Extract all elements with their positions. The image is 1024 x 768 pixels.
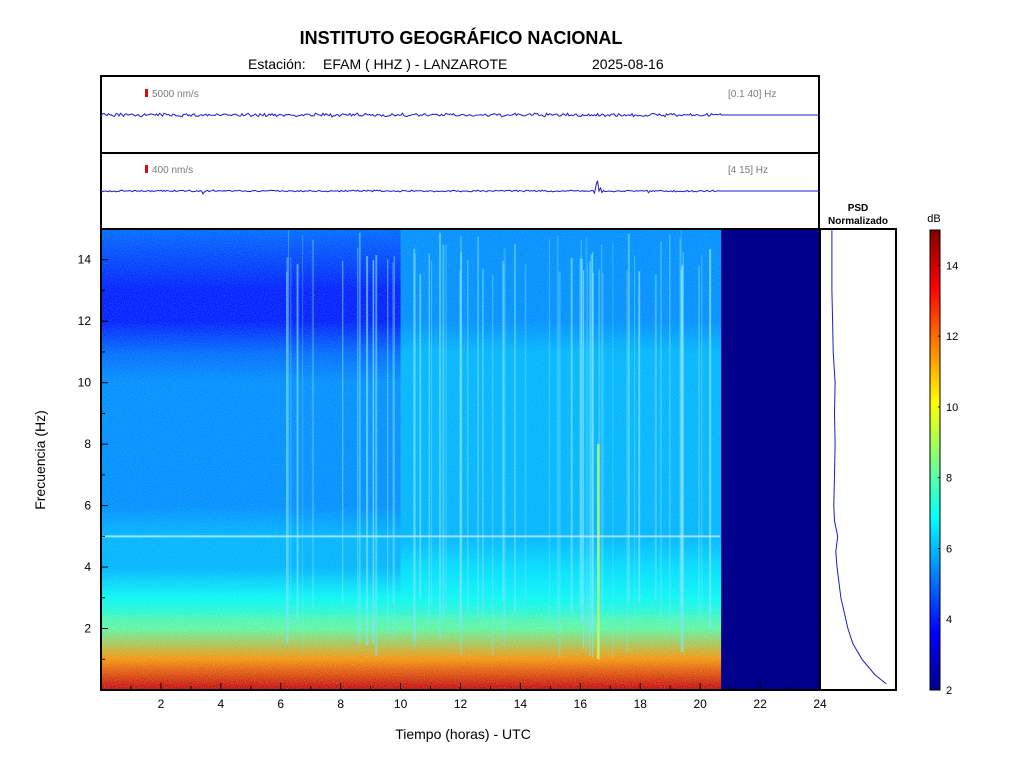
y-axis-label: Frecuencia (Hz) <box>32 410 48 510</box>
figure-title: INSTITUTO GEOGRÁFICO NACIONAL <box>300 27 623 48</box>
station-name: EFAM ( HHZ ) - LANZAROTE <box>323 56 507 72</box>
y-axis-ticks: 2 4 6 8 10 12 14 <box>78 253 108 660</box>
trace1-scale: 5000 nm/s <box>152 89 199 100</box>
x-axis-label: Tiempo (horas) - UTC <box>395 726 531 742</box>
colorbar-gradient <box>929 229 941 691</box>
psd-panel: PSD Normalizado <box>819 203 897 691</box>
trace1-band: [0.1 40] Hz <box>728 89 776 100</box>
trace2-scale: 400 nm/s <box>152 165 193 176</box>
trace2-band: [4 15] Hz <box>728 165 768 176</box>
x-tick-label: 10 <box>394 697 408 711</box>
x-tick-label: 12 <box>454 697 468 711</box>
scale-bar-1 <box>145 89 148 97</box>
x-tick-label: 6 <box>277 697 284 711</box>
y-tick-label: 4 <box>84 560 91 574</box>
y-tick-label: 6 <box>84 499 91 513</box>
colorbar-tick-label: 6 <box>946 543 952 555</box>
spectrogram-transients <box>286 229 712 660</box>
x-tick-label: 22 <box>753 697 767 711</box>
trace1-waveform <box>100 112 820 118</box>
spectrogram-noise-low <box>101 615 721 690</box>
colorbar-tick-label: 14 <box>946 260 958 272</box>
y-tick-label: 10 <box>78 376 92 390</box>
x-tick-label: 8 <box>337 697 344 711</box>
psd-title-1: PSD <box>848 203 869 214</box>
colorbar-label: dB <box>927 213 940 225</box>
colorbar-tick-label: 2 <box>946 685 952 697</box>
spectrogram-image <box>101 229 820 690</box>
x-tick-label: 4 <box>217 697 224 711</box>
x-tick-label: 20 <box>693 697 707 711</box>
psd-title-2: Normalizado <box>828 216 888 227</box>
colorbar-tick-label: 4 <box>946 614 952 626</box>
x-tick-label: 24 <box>813 697 827 711</box>
no-data-region <box>721 229 820 690</box>
colorbar-tick-label: 12 <box>946 331 958 343</box>
colorbar: dB 2 4 6 8 10 12 14 <box>927 213 958 697</box>
x-axis-ticks: 2 4 6 8 10 12 14 16 18 20 22 24 <box>130 683 827 711</box>
trace-panel-filtered: 400 nm/s [4 15] Hz <box>100 152 820 230</box>
x-tick-label: 14 <box>514 697 528 711</box>
colorbar-tick-label: 10 <box>946 402 958 414</box>
station-label: Estación: <box>248 56 306 72</box>
y-tick-label: 12 <box>78 314 92 328</box>
y-tick-label: 14 <box>78 253 92 267</box>
spectrogram-noise-light <box>101 229 721 690</box>
colorbar-ticks: 2 4 6 8 10 12 14 <box>938 260 958 697</box>
psd-curve <box>831 229 887 685</box>
scale-bar-2 <box>145 165 148 173</box>
trace2-waveform <box>100 180 820 195</box>
x-tick-label: 2 <box>158 697 165 711</box>
date-label: 2025-08-16 <box>592 56 664 72</box>
trace-panel-broadband: 5000 nm/s [0.1 40] Hz <box>100 75 820 154</box>
y-tick-label: 2 <box>84 622 91 636</box>
x-tick-label: 16 <box>574 697 588 711</box>
x-tick-label: 18 <box>634 697 648 711</box>
colorbar-tick-label: 8 <box>946 473 952 485</box>
y-tick-label: 8 <box>84 437 91 451</box>
